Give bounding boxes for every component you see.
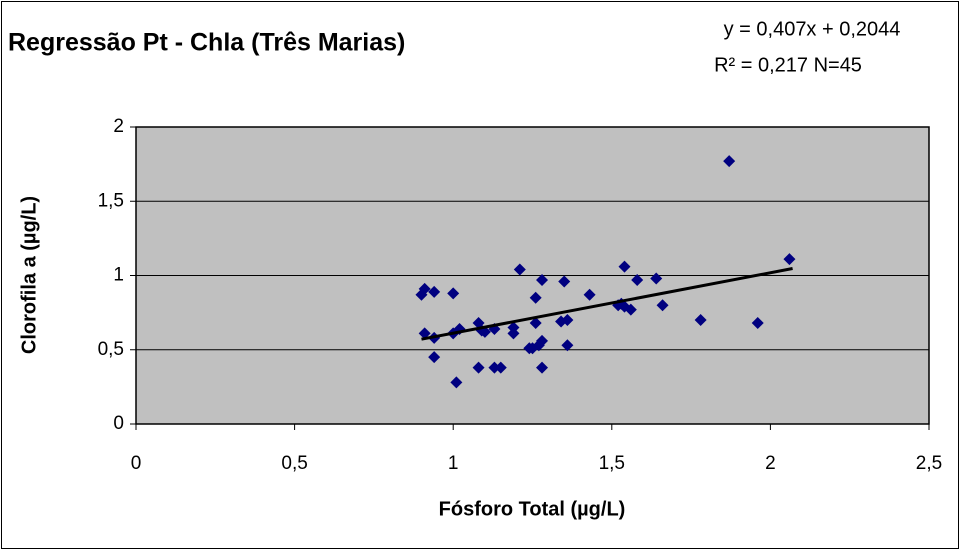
x-tick-label: 2,5 [916,453,942,474]
point [428,351,441,364]
x-tick-label: 1 [448,453,459,474]
x-tick-label: 0 [131,453,142,474]
x-tick-label: 0,5 [281,453,307,474]
point [494,361,507,374]
point [656,299,669,312]
point [418,282,431,295]
chart-title: Regressão Pt - Chla (Três Marias) [8,29,405,57]
x-tick-label: 2 [765,453,776,474]
trendline [421,267,793,341]
point [513,263,526,276]
y-tick-label: 1,5 [98,190,124,211]
point [783,253,796,266]
point [561,314,574,327]
point [428,285,441,298]
point [536,334,549,347]
point [536,273,549,286]
point [561,339,574,352]
point [558,275,571,288]
point [507,321,520,334]
x-axis-label: Fósforo Total (µg/L) [439,498,626,520]
point [723,155,736,168]
y-tick-label: 2 [113,116,124,137]
point [472,361,485,374]
point [618,260,631,273]
y-tick-label: 0,5 [98,339,124,360]
point [583,288,596,301]
point [536,361,549,374]
point [418,327,431,340]
x-tick-label: 1,5 [599,453,625,474]
r-squared: R² = 0,217 N=45 [714,54,862,76]
point [450,376,463,389]
point [650,272,663,285]
equation: y = 0,407x + 0,2044 [724,18,901,40]
y-tick-label: 0 [113,413,124,434]
y-axis-label: Clorofila a (µg/L) [18,196,40,354]
plot-border [135,126,930,425]
point [529,317,542,330]
y-tick-label: 1 [113,265,124,286]
point [631,273,644,286]
point [529,291,542,304]
point [447,287,460,300]
point [694,314,707,327]
point [624,303,637,316]
point [751,317,764,330]
point [488,361,501,374]
